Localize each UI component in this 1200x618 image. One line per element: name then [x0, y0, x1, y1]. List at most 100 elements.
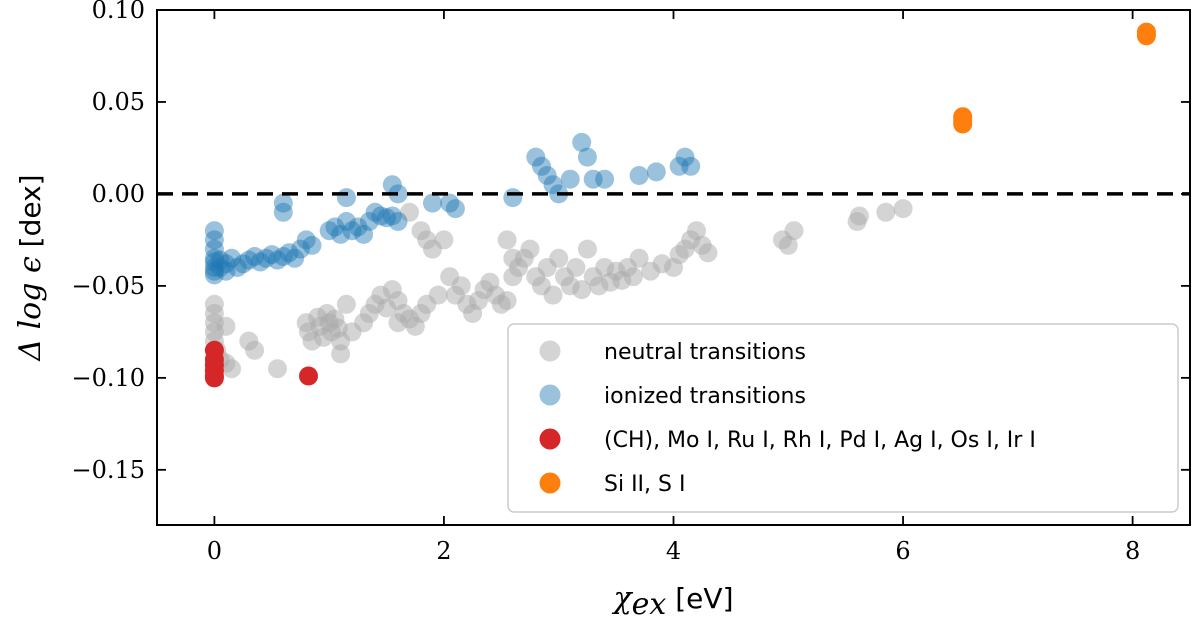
- data-point-series-0-68: [549, 248, 569, 268]
- data-point-series-1-55: [572, 132, 592, 152]
- data-point-series-0-94: [784, 221, 804, 241]
- data-point-series-1-3: [204, 248, 224, 268]
- data-point-series-1-51: [537, 166, 557, 185]
- data-point-series-1-12: [222, 248, 242, 268]
- data-point-series-1-19: [262, 245, 282, 265]
- data-point-series-1-36: [359, 212, 379, 231]
- data-point-series-3-4: [1136, 22, 1156, 42]
- legend-label-3: Si II, S I: [604, 472, 685, 497]
- data-point-series-0-63: [503, 248, 523, 268]
- data-point-series-1-27: [273, 193, 293, 213]
- data-point-series-0-96: [849, 206, 869, 226]
- data-point-series-0-71: [566, 258, 586, 277]
- ticks-layer: 0 2 4 6 8 −0.15 −0.10 −0.05 0.00 0.05 0.10: [71, 0, 1190, 565]
- data-point-series-1-48: [503, 188, 523, 208]
- data-point-series-1-61: [669, 156, 689, 176]
- data-point-series-1-41: [388, 212, 408, 231]
- data-point-series-1-28: [273, 202, 293, 222]
- y-tick-label-5: 0.10: [92, 0, 145, 24]
- data-point-series-0-73: [577, 239, 597, 259]
- data-point-series-3-2: [953, 107, 973, 127]
- data-point-series-1-32: [336, 212, 356, 231]
- data-point-series-0-72: [572, 280, 592, 300]
- data-point-series-1-18: [256, 248, 276, 268]
- data-point-series-1-15: [239, 250, 259, 270]
- data-point-series-1-11: [216, 261, 236, 281]
- data-point-series-0-67: [543, 285, 563, 305]
- data-point-series-1-21: [273, 247, 293, 266]
- data-point-series-1-40: [382, 206, 402, 226]
- data-point-series-1-22: [279, 243, 299, 263]
- data-point-series-0-89: [687, 221, 706, 241]
- data-point-series-1-17: [250, 252, 270, 272]
- legend-marker-3: [539, 472, 561, 494]
- data-point-series-1-6: [204, 261, 224, 281]
- data-point-series-0-45: [428, 285, 448, 305]
- data-point-series-1-35: [354, 224, 374, 244]
- data-point-series-1-58: [595, 169, 615, 189]
- data-point-series-1-49: [526, 147, 546, 167]
- data-point-series-1-45: [423, 193, 442, 213]
- data-point-series-1-30: [325, 217, 345, 237]
- data-point-series-1-38: [371, 206, 391, 226]
- data-point-series-0-25: [331, 344, 351, 364]
- data-point-series-1-8: [210, 250, 230, 270]
- data-point-series-1-62: [675, 147, 695, 167]
- data-point-series-2-5: [204, 368, 224, 388]
- data-point-series-1-63: [681, 156, 701, 176]
- data-point-series-1-52: [543, 175, 563, 195]
- data-point-series-1-25: [296, 230, 316, 250]
- x-tick-label-1: 2: [436, 537, 451, 565]
- y-axis-label-symbol: Δ log ϵ: [13, 256, 48, 362]
- data-point-series-1-42: [336, 188, 356, 208]
- data-point-series-0-9: [222, 359, 242, 379]
- data-point-series-1-5: [204, 258, 224, 277]
- data-point-series-0-49: [451, 276, 471, 296]
- data-point-series-1-24: [291, 239, 310, 259]
- legend-marker-1: [539, 384, 561, 406]
- y-tick-label-3: 0.00: [92, 180, 145, 208]
- data-point-series-1-1: [204, 230, 224, 250]
- legend: neutral transitions ionized transitions (C…: [507, 323, 1179, 513]
- data-point-series-1-0: [204, 221, 224, 241]
- data-point-series-0-91: [698, 243, 718, 263]
- data-point-series-0-82: [629, 248, 649, 268]
- data-point-series-1-2: [204, 239, 224, 259]
- data-point-series-0-46: [434, 230, 454, 250]
- data-point-series-0-98: [893, 199, 913, 219]
- data-point-series-1-10: [216, 254, 236, 274]
- x-axis-label: χex [eV]: [611, 581, 733, 618]
- y-tick-label-0: −0.15: [71, 456, 145, 484]
- data-point-series-1-7: [204, 265, 224, 285]
- x-axis-label-symbol: χ: [611, 581, 633, 616]
- data-point-series-1-43: [382, 175, 402, 195]
- x-tick-label-0: 0: [207, 537, 222, 565]
- data-point-series-1-9: [210, 258, 230, 277]
- data-point-series-1-13: [227, 258, 247, 277]
- y-tick-label-1: −0.10: [71, 364, 145, 392]
- x-tick-label-2: 4: [666, 537, 681, 565]
- data-point-series-1-39: [377, 208, 397, 228]
- data-point-series-2-6: [299, 366, 318, 386]
- x-axis-label-unit: [eV]: [666, 582, 733, 615]
- data-point-series-0-93: [778, 235, 798, 255]
- data-point-series-1-20: [268, 250, 287, 270]
- data-point-series-1-59: [629, 166, 649, 185]
- data-point-series-1-33: [342, 221, 362, 241]
- data-point-series-1-37: [365, 202, 385, 222]
- legend-label-1: ionized transitions: [604, 384, 806, 409]
- legend-marker-2: [539, 428, 561, 450]
- data-point-series-1-46: [440, 193, 460, 213]
- x-axis-label-subscript: ex: [632, 587, 667, 618]
- data-point-series-0-7: [216, 316, 236, 336]
- data-point-series-1-34: [348, 217, 368, 237]
- data-point-series-1-14: [233, 254, 253, 274]
- data-point-series-1-60: [646, 162, 666, 182]
- legend-label-2: (CH), Mo I, Ru I, Rh I, Pd I, Ag I, Os I…: [604, 428, 1036, 453]
- y-axis-label: Δ log ϵ [dex]: [13, 174, 48, 361]
- x-tick-label-3: 6: [895, 537, 910, 565]
- data-point-series-0-41: [400, 202, 419, 222]
- legend-marker-0: [539, 340, 561, 362]
